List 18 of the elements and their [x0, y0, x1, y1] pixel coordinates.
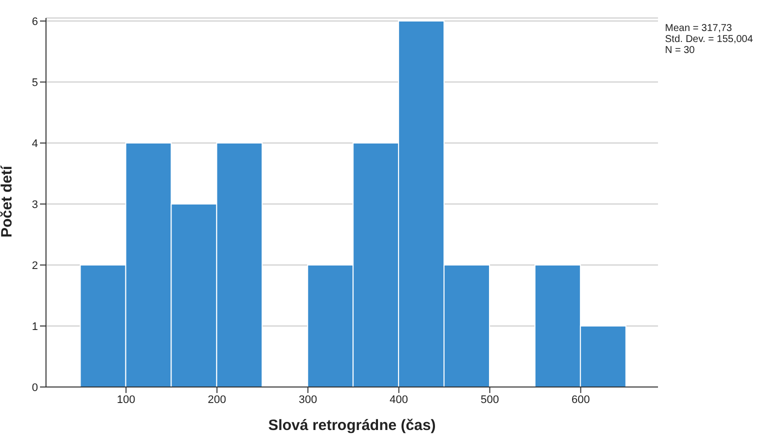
y-tick-label: 2 [32, 260, 38, 272]
y-tick-label: 5 [32, 76, 38, 89]
x-tick-label: 300 [298, 394, 318, 406]
x-tick-label: 100 [116, 394, 136, 406]
y-tick-label: 1 [32, 320, 38, 333]
y-axis-title: Počet detí [0, 164, 16, 238]
text: N = 30 [665, 45, 696, 56]
x-tick-label: 600 [572, 394, 590, 406]
y-tick-label: 0 [32, 382, 38, 394]
x-tick-label: 200 [208, 394, 226, 406]
y-tick-label: 4 [32, 138, 38, 150]
y-tick-label: 6 [32, 16, 38, 28]
text: Std. Dev. = 155,004 [665, 34, 753, 45]
x-tick-label: 500 [480, 394, 499, 406]
y-tick-label: 3 [32, 198, 38, 211]
x-tick-label: 400 [390, 394, 408, 406]
x-axis-title: Slová retrográdne (čas) [268, 417, 436, 434]
text: Mean = 317,73 [665, 23, 733, 34]
